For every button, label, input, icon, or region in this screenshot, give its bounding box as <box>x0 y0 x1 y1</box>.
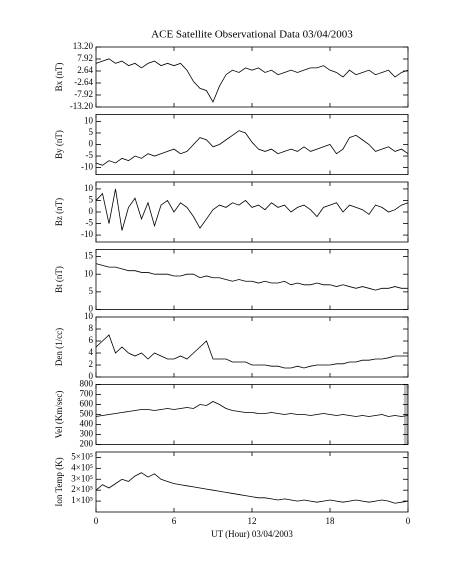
data-line <box>95 401 409 417</box>
y-tick-label: 7.92 <box>77 53 93 63</box>
y-tick-label: 200 <box>80 439 94 449</box>
y-tick-label: 5 <box>89 127 94 137</box>
y-tick-label: 15 <box>84 251 94 261</box>
y-tick-label: 10 <box>84 183 94 193</box>
y-tick-label: 300 <box>80 429 94 439</box>
y-tick-label: 4×10⁵ <box>71 462 93 472</box>
data-line <box>95 188 409 231</box>
y-tick-label: 600 <box>80 399 94 409</box>
x-tick-label: 0 <box>94 516 99 526</box>
y-tick-label: -10 <box>81 229 93 239</box>
y-axis-label: Bt (nT) <box>54 266 64 293</box>
y-tick-label: 5 <box>89 286 94 296</box>
y-axis-label: Vel (Km/sec) <box>54 391 64 439</box>
y-tick-label: 1×10⁵ <box>71 495 93 505</box>
y-axis-label: Den (1/cc) <box>54 328 64 366</box>
y-tick-label: -5 <box>86 150 94 160</box>
y-tick-label: 13.20 <box>73 41 94 51</box>
y-tick-label: -13.20 <box>70 101 94 111</box>
data-line <box>95 263 408 291</box>
y-tick-label: 700 <box>80 389 94 399</box>
y-tick-label: 10 <box>84 311 94 321</box>
y-axis-label: Ion Temp (K) <box>54 457 64 506</box>
y-tick-label: 500 <box>80 409 94 419</box>
y-tick-label: 3×10⁵ <box>71 473 93 483</box>
y-tick-label: 2.64 <box>77 65 93 75</box>
y-tick-label: 400 <box>80 419 94 429</box>
x-tick-label: 18 <box>326 516 336 526</box>
y-tick-label: 6 <box>89 335 94 345</box>
y-tick-label: 5 <box>89 195 94 205</box>
y-tick-label: 8 <box>89 323 94 333</box>
y-tick-label: 0 <box>89 206 94 216</box>
y-tick-label: 0 <box>89 371 94 381</box>
data-line <box>95 472 409 504</box>
data-line <box>95 334 408 369</box>
y-tick-label: 10 <box>84 115 94 125</box>
y-tick-label: 2 <box>89 359 94 369</box>
y-tick-label: 0 <box>89 304 94 314</box>
y-tick-label: -5 <box>86 218 94 228</box>
x-tick-label: 12 <box>248 516 257 526</box>
y-axis-label: Bz (nT) <box>54 198 64 226</box>
y-tick-label: 2×10⁵ <box>71 484 93 494</box>
x-tick-label: 6 <box>172 516 177 526</box>
y-tick-label: -7.92 <box>74 89 93 99</box>
data-line <box>95 130 409 166</box>
y-axis-label: By (nT) <box>54 130 64 159</box>
y-tick-label: 4 <box>89 347 94 357</box>
y-axis-label: Bx (nT) <box>54 63 64 92</box>
x-tick-label: 0 <box>406 516 411 526</box>
y-tick-label: -10 <box>81 162 93 172</box>
y-tick-label: 10 <box>84 268 94 278</box>
y-tick-label: -2.64 <box>74 77 93 87</box>
x-axis-label: UT (Hour) 03/04/2003 <box>211 529 293 539</box>
y-tick-label: 0 <box>89 139 94 149</box>
y-tick-label: 5×10⁵ <box>71 452 93 462</box>
data-line <box>95 58 409 103</box>
y-tick-label: 800 <box>80 379 94 389</box>
chart-title: ACE Satellite Observational Data 03/04/2… <box>151 29 353 41</box>
